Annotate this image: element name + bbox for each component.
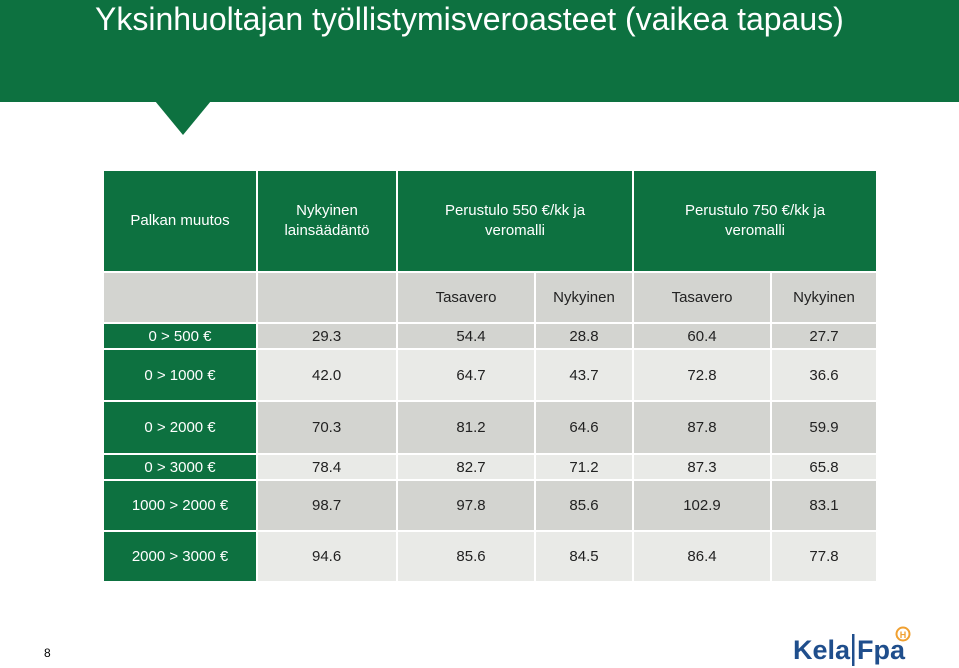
row-label: 0 > 2000 € — [104, 402, 256, 453]
table-cell: 77.8 — [772, 532, 876, 581]
banner-notch — [155, 101, 211, 135]
table-row: 1000 > 2000 € 98.7 97.8 85.6 102.9 83.1 — [104, 481, 876, 530]
table-cell: 102.9 — [634, 481, 770, 530]
logo-badge-icon — [895, 626, 911, 642]
table-cell: 94.6 — [258, 532, 396, 581]
table-cell: 29.3 — [258, 324, 396, 348]
header-cell-basic-income-750: Perustulo 750 €/kk ja veromalli — [634, 171, 876, 271]
row-label: 0 > 3000 € — [104, 455, 256, 479]
title-banner — [0, 0, 959, 102]
table-row: 0 > 500 € 29.3 54.4 28.8 60.4 27.7 — [104, 324, 876, 348]
logo-kela-text: Kela — [793, 635, 851, 665]
table-row: 2000 > 3000 € 94.6 85.6 84.5 86.4 77.8 — [104, 532, 876, 581]
table-cell: 27.7 — [772, 324, 876, 348]
header-cell-wage-change: Palkan muutos — [104, 171, 256, 271]
header-cell-current-law: Nykyinen lainsäädäntö — [258, 171, 396, 271]
subheader-empty-cell — [258, 273, 396, 322]
subheader-cell: Nykyinen — [536, 273, 632, 322]
tax-rate-table: Palkan muutos Nykyinen lainsäädäntö Peru… — [102, 169, 878, 583]
table-cell: 36.6 — [772, 350, 876, 400]
row-label: 1000 > 2000 € — [104, 481, 256, 530]
row-label: 0 > 1000 € — [104, 350, 256, 400]
table-header-row: Palkan muutos Nykyinen lainsäädäntö Peru… — [104, 171, 876, 271]
page-title: Yksinhuoltajan työllistymisveroasteet (v… — [95, 1, 844, 37]
subheader-cell: Tasavero — [634, 273, 770, 322]
header-basic-income-750-text: Perustulo 750 €/kk ja veromalli — [684, 202, 826, 239]
subheader-cell: Nykyinen — [772, 273, 876, 322]
header-cell-basic-income-550: Perustulo 550 €/kk ja veromalli — [398, 171, 632, 271]
table-cell: 64.6 — [536, 402, 632, 453]
table-cell: 84.5 — [536, 532, 632, 581]
table-cell: 87.3 — [634, 455, 770, 479]
row-label: 2000 > 3000 € — [104, 532, 256, 581]
table-cell: 64.7 — [398, 350, 534, 400]
page-number: 8 — [44, 646, 51, 660]
table-cell: 98.7 — [258, 481, 396, 530]
subheader-empty-cell — [104, 273, 256, 322]
table-cell: 85.6 — [398, 532, 534, 581]
logo-divider — [852, 634, 855, 666]
table-row: 0 > 2000 € 70.3 81.2 64.6 87.8 59.9 — [104, 402, 876, 453]
table-cell: 59.9 — [772, 402, 876, 453]
table-cell: 85.6 — [536, 481, 632, 530]
logo-badge-letter: H — [900, 630, 907, 640]
table-cell: 86.4 — [634, 532, 770, 581]
table-cell: 78.4 — [258, 455, 396, 479]
kela-fpa-logo: Kela Fpa H — [793, 626, 911, 666]
table-cell: 42.0 — [258, 350, 396, 400]
table-row: 0 > 1000 € 42.0 64.7 43.7 72.8 36.6 — [104, 350, 876, 400]
table-cell: 54.4 — [398, 324, 534, 348]
table-subheader-row: Tasavero Nykyinen Tasavero Nykyinen — [104, 273, 876, 322]
table-row: 0 > 3000 € 78.4 82.7 71.2 87.3 65.8 — [104, 455, 876, 479]
table-cell: 65.8 — [772, 455, 876, 479]
header-current-law-text: Nykyinen lainsäädäntö — [284, 202, 370, 239]
table-cell: 83.1 — [772, 481, 876, 530]
table-cell: 43.7 — [536, 350, 632, 400]
table-cell: 71.2 — [536, 455, 632, 479]
row-label: 0 > 500 € — [104, 324, 256, 348]
subheader-cell: Tasavero — [398, 273, 534, 322]
table-cell: 82.7 — [398, 455, 534, 479]
logo-fpa-text: Fpa — [857, 635, 906, 665]
table-cell: 28.8 — [536, 324, 632, 348]
table-cell: 72.8 — [634, 350, 770, 400]
table-cell: 87.8 — [634, 402, 770, 453]
table-cell: 97.8 — [398, 481, 534, 530]
table-cell: 81.2 — [398, 402, 534, 453]
table-cell: 70.3 — [258, 402, 396, 453]
header-basic-income-550-text: Perustulo 550 €/kk ja veromalli — [444, 202, 586, 239]
table-cell: 60.4 — [634, 324, 770, 348]
